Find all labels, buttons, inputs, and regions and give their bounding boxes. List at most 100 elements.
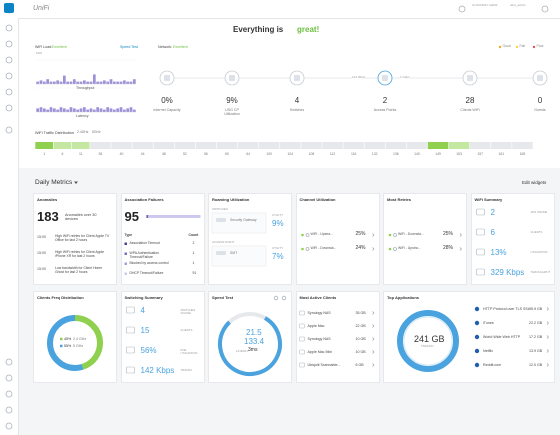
color-key [124, 242, 127, 245]
top-bar [18, 0, 560, 19]
big-number: 183 [37, 209, 59, 224]
bar [102, 109, 106, 112]
bar [66, 81, 70, 84]
latency-label: LATENCY [236, 349, 249, 353]
channel-label: 108 [308, 152, 315, 156]
failure-count: 1 [192, 251, 195, 255]
bar [89, 81, 93, 84]
summary-value: 13% [490, 248, 507, 257]
sidebar-icon [5, 88, 13, 96]
device-value: 4 [294, 96, 300, 105]
freq-name: 2.4 GHz [73, 337, 87, 341]
failure-type: Association Timeout [129, 241, 160, 245]
client-icon [299, 349, 305, 355]
legend-dot [532, 45, 536, 49]
status-dot [388, 233, 392, 237]
channel-label: 1 [43, 152, 46, 156]
channel-cell [216, 142, 238, 149]
channel-label: 153 [456, 152, 462, 156]
ap-icon [305, 233, 310, 237]
channel-label: 40 [119, 152, 124, 156]
bar [99, 81, 103, 84]
bar [132, 79, 136, 84]
channel-label: 6 [61, 152, 64, 156]
widget-card [295, 193, 380, 285]
sidebar-icon [5, 374, 13, 382]
summary-value: 142 Kbps [140, 366, 175, 375]
sidebar-icon [5, 126, 13, 134]
band-tab[interactable]: 2.4GHz [77, 130, 89, 134]
channel-label: 48 [161, 152, 166, 156]
app-name[interactable]: HTTP Protocol over TLS SSL [483, 307, 530, 311]
row-value: 25% [355, 231, 366, 237]
device-glyph [294, 75, 300, 81]
user-icon [541, 5, 549, 13]
client-name[interactable]: Apple Mac Mini [307, 350, 333, 354]
section-title[interactable]: Daily Metrics [35, 179, 73, 186]
summary-label: UTILIZATION [530, 250, 548, 254]
bar [119, 81, 123, 84]
app-name[interactable]: Netflix [483, 349, 493, 353]
channel-label: 11 [78, 152, 83, 156]
channel-label: 161 [498, 152, 505, 156]
bar [129, 107, 133, 112]
bar [69, 107, 73, 112]
bar [59, 81, 63, 84]
sidebar-icon [5, 390, 13, 398]
bar [116, 81, 120, 84]
app-name[interactable]: Reddit.com [483, 363, 502, 367]
device-box [211, 212, 267, 234]
bar [52, 108, 56, 112]
device-label: Clients WiFi [460, 108, 480, 112]
channel-label: 140 [414, 152, 420, 156]
bar [132, 109, 136, 112]
client-name[interactable]: Synology NAS [307, 311, 331, 315]
bar [76, 109, 80, 112]
table-header: Count [188, 233, 199, 237]
app-name[interactable]: iTunes [483, 321, 494, 325]
channel-label: 100 [266, 152, 273, 156]
status-word: great! [297, 25, 320, 34]
row-value: 25% [443, 231, 454, 237]
widget-title: Speed Test [212, 295, 234, 300]
traffic-ring-inner [403, 316, 453, 366]
bar-segment [146, 215, 148, 218]
sidebar [0, 0, 19, 435]
widget-title: Roaming Utilization [212, 197, 250, 202]
device-glyph [537, 75, 543, 81]
chevron [372, 350, 375, 354]
bar [36, 81, 40, 84]
legend-label: Latency [76, 114, 89, 118]
upload-speed: 133.4 [244, 337, 265, 346]
app-traffic: 22.2 GB [529, 321, 543, 325]
ap-icon [393, 233, 397, 237]
legend-label: Throughput [76, 86, 95, 90]
band-tab[interactable]: 5GHz [92, 130, 101, 134]
bar [46, 79, 50, 84]
app-name[interactable]: World Wide Web HTTP [483, 335, 521, 339]
client-name[interactable]: Synology NAS [307, 337, 331, 341]
widget-title: Switching Summary [124, 295, 163, 300]
widget-card [33, 193, 117, 285]
bar-segment [148, 215, 201, 218]
section-label: ACCESS POINT [212, 240, 235, 244]
legend-label: Fair [519, 44, 526, 48]
client-name[interactable]: Ubiquiti Scannable... [307, 363, 341, 367]
speed-test-link[interactable]: Speed Test [120, 45, 138, 49]
edit-widgets[interactable]: Edit widgets [522, 180, 547, 185]
summary-icon [126, 366, 135, 374]
bar [56, 109, 60, 112]
channel-cell [259, 142, 280, 149]
link-speed: 124 Mbps [352, 75, 366, 80]
client-name[interactable]: Apple Mac [307, 324, 325, 328]
summary-value: 329 Kbps [490, 268, 525, 277]
channel-label: 136 [393, 152, 399, 156]
summary-label: APS ONLINE [530, 210, 548, 214]
channel-label: 44 [140, 152, 145, 156]
metric-label: UTILITY [272, 213, 284, 217]
client-usage: 35 GB [355, 311, 366, 315]
channel-label: 36 [98, 152, 103, 156]
summary-icon [476, 228, 485, 236]
row-name: WiFi - Downsta... [398, 232, 424, 236]
